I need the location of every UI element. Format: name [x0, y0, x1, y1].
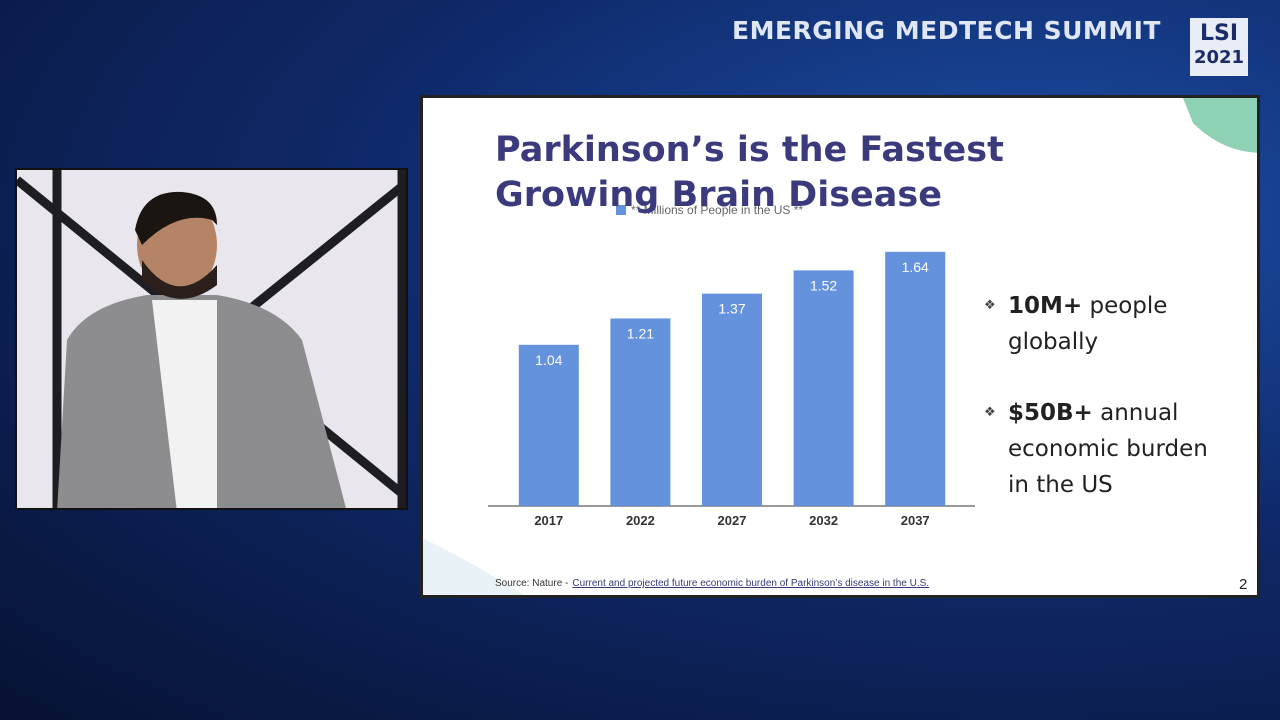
x-tick-label: 2017 — [534, 513, 563, 528]
bullet: 10M+ people globally — [984, 288, 1228, 360]
x-tick-label: 2032 — [809, 513, 838, 528]
data-label: 1.21 — [627, 325, 654, 341]
data-label: 1.64 — [902, 259, 929, 275]
event-title: EMERGING MEDTECH SUMMIT — [732, 16, 1161, 45]
speaker-scene — [17, 170, 406, 508]
data-label: 1.37 — [718, 301, 745, 317]
chart: ** Millions of People in the US ** 1.04 20… — [488, 203, 975, 528]
slide-title: Parkinson’s is the Fastest Growing Brain… — [495, 130, 1004, 215]
logo-year: 2021 — [1193, 47, 1245, 68]
logo: LSI 2021 — [1190, 18, 1248, 76]
x-tick-label: 2027 — [718, 513, 747, 528]
data-label: 1.04 — [535, 352, 562, 368]
x-tick-label: 2037 — [901, 513, 930, 528]
bar — [885, 251, 946, 506]
legend-swatch — [616, 205, 626, 215]
source-link[interactable]: Current and projected future economic bu… — [572, 578, 930, 589]
bar — [702, 293, 762, 506]
bullet: $50B+ annual economic burden in the US — [984, 395, 1228, 503]
source-label: Source: Nature - — [495, 578, 569, 589]
slide: ** Millions of People in the US ** 1.04 20… — [420, 95, 1260, 598]
legend-label: ** Millions of People in the US ** — [631, 203, 803, 217]
bar — [610, 318, 671, 506]
bar — [518, 344, 579, 506]
data-label: 1.52 — [810, 277, 837, 293]
bar — [793, 270, 854, 506]
slide-bg — [423, 98, 1257, 595]
bullet-bold: $50B+ — [1008, 400, 1093, 426]
speaker-video — [15, 168, 408, 510]
bullet-text: annual economic burden in the US — [1008, 400, 1208, 498]
source: Source: Nature - Current and projected fu… — [495, 578, 929, 589]
logo-text: LSI — [1199, 21, 1239, 46]
bullet-bold: 10M+ — [1008, 293, 1083, 319]
page-number: 2 — [1239, 576, 1248, 593]
x-tick-label: 2022 — [626, 513, 655, 528]
bullet-text: people globally — [1008, 293, 1168, 355]
